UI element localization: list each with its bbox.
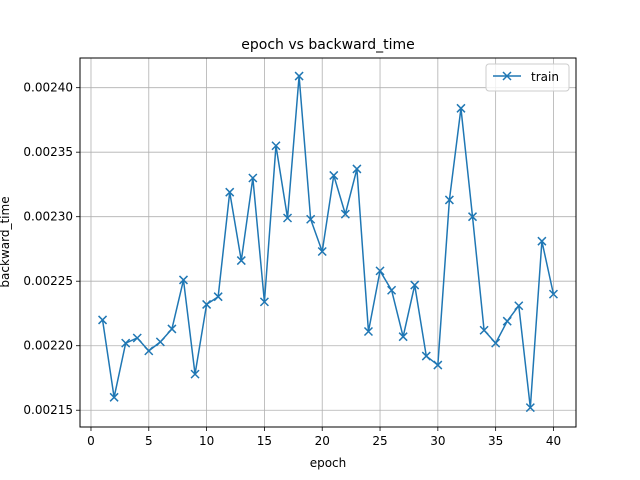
data-point (259, 297, 269, 307)
data-point (398, 332, 408, 342)
data-point (213, 292, 223, 302)
y-tick-label: 0.00235 (23, 145, 73, 159)
x-axis-label: epoch (310, 456, 347, 470)
data-point (433, 360, 443, 370)
data-point (109, 392, 119, 402)
data-point (225, 187, 235, 197)
data-point (132, 333, 142, 343)
x-tick-label: 35 (488, 434, 503, 448)
data-point (178, 275, 189, 285)
data-point (283, 213, 293, 223)
data-point (363, 326, 373, 337)
data-point (421, 351, 431, 361)
x-tick-label: 20 (315, 434, 330, 448)
data-point (548, 289, 558, 299)
x-tick-label: 5 (145, 434, 153, 448)
series-line-train (101, 75, 555, 409)
data-point (248, 173, 258, 183)
x-tick-label: 15 (257, 434, 272, 448)
data-point (514, 301, 524, 311)
x-tick-label: 25 (372, 434, 387, 448)
legend-marker (502, 71, 512, 81)
data-point (340, 209, 350, 219)
x-tick-label: 0 (87, 434, 95, 448)
x-tick-label: 30 (430, 434, 445, 448)
data-point (410, 280, 420, 290)
data-point (444, 195, 454, 205)
data-point (155, 337, 165, 347)
data-point (271, 141, 281, 151)
data-point (202, 299, 212, 309)
y-tick-label: 0.00225 (23, 274, 73, 288)
y-tick-label: 0.00230 (23, 210, 73, 224)
data-point (467, 212, 478, 222)
data-point (502, 316, 512, 326)
data-point (190, 369, 200, 379)
data-point (479, 325, 489, 335)
data-point (167, 324, 177, 334)
legend: train (485, 63, 570, 92)
data-point (317, 247, 327, 257)
plot-frame (79, 57, 577, 428)
y-axis-label: backward_time (0, 196, 12, 287)
legend-label: train (531, 70, 559, 84)
y-tick-label: 0.00215 (23, 403, 73, 417)
data-point (236, 256, 246, 266)
data-point (537, 236, 547, 246)
data-point (491, 338, 501, 348)
series-layer (98, 71, 558, 413)
y-tick-label: 0.00240 (23, 81, 73, 95)
data-point (375, 266, 385, 276)
y-tick-label: 0.00220 (23, 339, 73, 353)
data-point (98, 315, 108, 325)
chart-title: epoch vs backward_time (241, 37, 414, 53)
x-tick-label: 40 (546, 434, 561, 448)
legend-box (485, 63, 570, 92)
plot-area (80, 58, 576, 427)
data-point (352, 164, 362, 174)
data-point (306, 214, 316, 224)
data-point (144, 346, 154, 356)
data-point (329, 170, 339, 180)
data-point (456, 103, 466, 113)
data-point (387, 285, 397, 295)
x-tick-label: 10 (199, 434, 214, 448)
data-point (294, 71, 304, 81)
ticks: 0 5 10 15 20 25 30 35 40 0.00215 0.00220 0.00225 0.0… (23, 81, 561, 448)
data-point (525, 403, 535, 413)
data-point (121, 338, 131, 348)
